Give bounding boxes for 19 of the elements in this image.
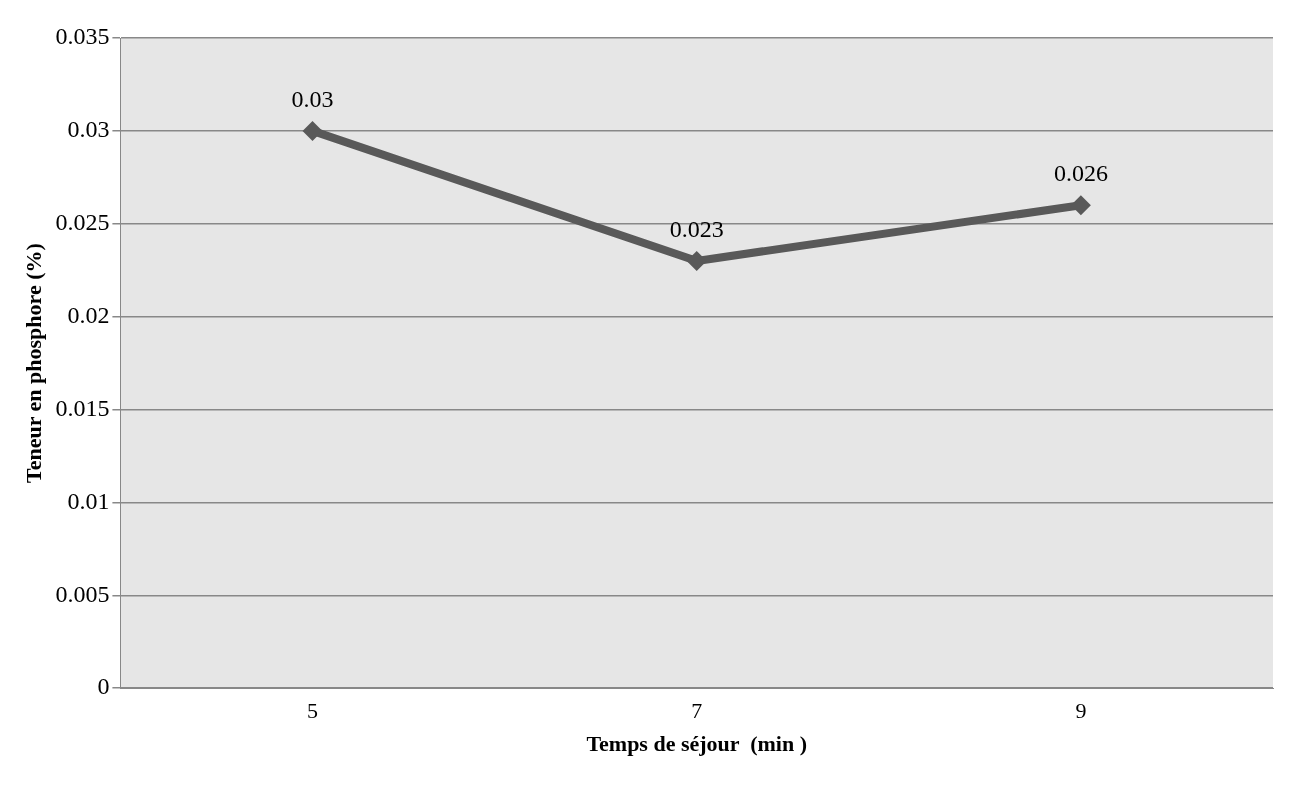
y-tick-label: 0.015 bbox=[55, 394, 110, 421]
y-axis-title: Teneur en phosphore (%) bbox=[20, 243, 46, 484]
y-tick-label: 0.005 bbox=[55, 580, 110, 607]
x-tick-label: 7 bbox=[691, 698, 703, 724]
point bbox=[686, 250, 707, 271]
y-tick-label: 0.035 bbox=[55, 23, 110, 50]
data-label: 0.03 bbox=[291, 86, 334, 113]
y-tick-label: 0.02 bbox=[67, 301, 110, 328]
point bbox=[302, 120, 323, 141]
y-tick-label: 0.03 bbox=[67, 116, 110, 143]
y-tick-label: 0.01 bbox=[67, 487, 110, 514]
y-tick-label: 0 bbox=[97, 673, 110, 700]
point bbox=[1070, 195, 1091, 216]
y-tick-label: 0.025 bbox=[55, 209, 110, 236]
data-label: 0.023 bbox=[669, 216, 724, 243]
x-axis-title: Temps de séjour (min ) bbox=[586, 731, 808, 757]
data-label: 0.026 bbox=[1053, 160, 1108, 187]
x-tick-label: 5 bbox=[307, 698, 318, 724]
x-tick-label: 9 bbox=[1075, 698, 1087, 724]
